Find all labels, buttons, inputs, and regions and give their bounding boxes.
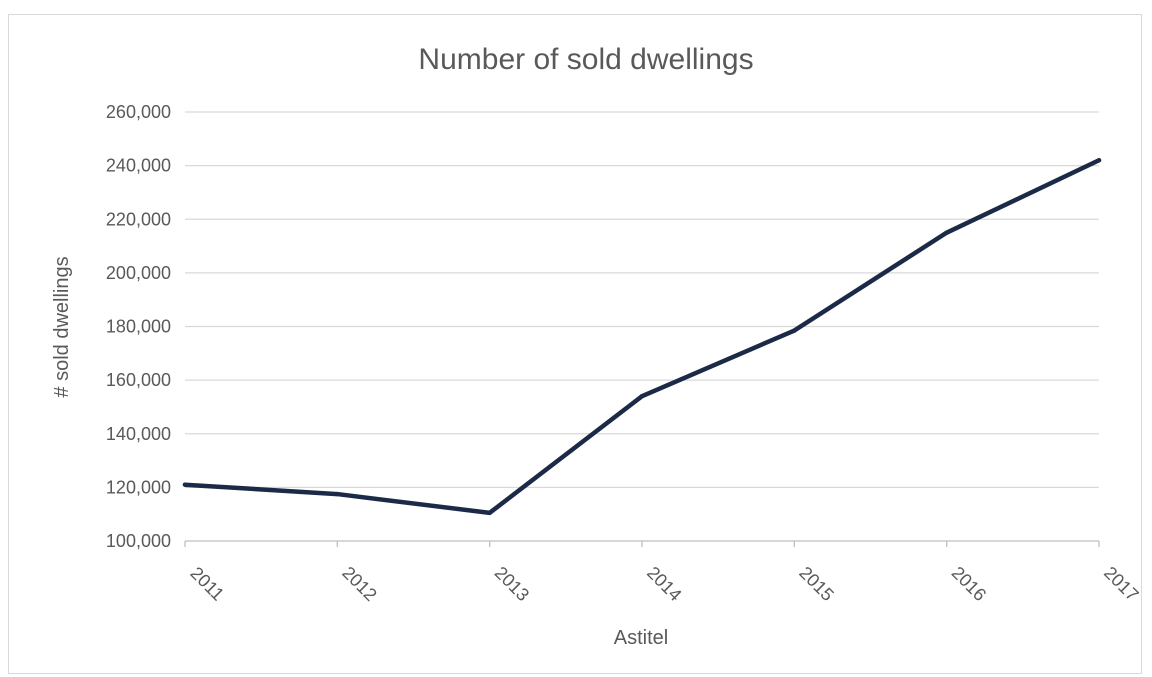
- y-tick-label: 260,000: [106, 102, 171, 122]
- x-tick-label: 2012: [338, 563, 380, 605]
- x-tick-label: 2011: [186, 563, 228, 605]
- x-tick-label: 2016: [948, 563, 990, 605]
- y-axis-tick-labels: 100,000 120,000 140,000 160,000 180,000 200,0…: [106, 102, 171, 551]
- data-point: [335, 491, 340, 497]
- data-point: [639, 394, 645, 399]
- y-tick-label: 140,000: [106, 424, 171, 444]
- y-tick-label: 200,000: [106, 263, 171, 283]
- x-tick-label: 2017: [1100, 563, 1142, 605]
- y-axis-title: # sold dwellings: [51, 256, 73, 397]
- x-axis-title: Astitel: [614, 627, 668, 649]
- data-point: [1096, 158, 1102, 163]
- y-tick-label: 220,000: [106, 209, 171, 229]
- y-tick-label: 120,000: [106, 477, 171, 497]
- x-tick-label: 2013: [491, 563, 533, 605]
- x-tick-label: 2014: [643, 563, 685, 605]
- chart-frame: [8, 14, 1142, 674]
- gridlines: [185, 111, 1099, 489]
- x-axis-tick-labels: 2011 2012 2013 2014 2015 2016 2017: [186, 563, 1142, 605]
- y-tick-label: 240,000: [106, 156, 171, 176]
- y-tick-label: 100,000: [106, 531, 171, 551]
- x-axis: [184, 540, 1100, 547]
- data-point: [182, 482, 188, 487]
- chart-title: Number of sold dwellings: [418, 43, 753, 76]
- y-tick-label: 180,000: [106, 317, 171, 337]
- series-layer: [182, 158, 1102, 516]
- data-point: [944, 230, 949, 235]
- y-tick-label: 160,000: [106, 370, 171, 390]
- series-line: [182, 158, 1102, 516]
- data-point: [487, 510, 492, 516]
- data-point: [792, 328, 797, 333]
- x-tick-label: 2015: [795, 563, 837, 605]
